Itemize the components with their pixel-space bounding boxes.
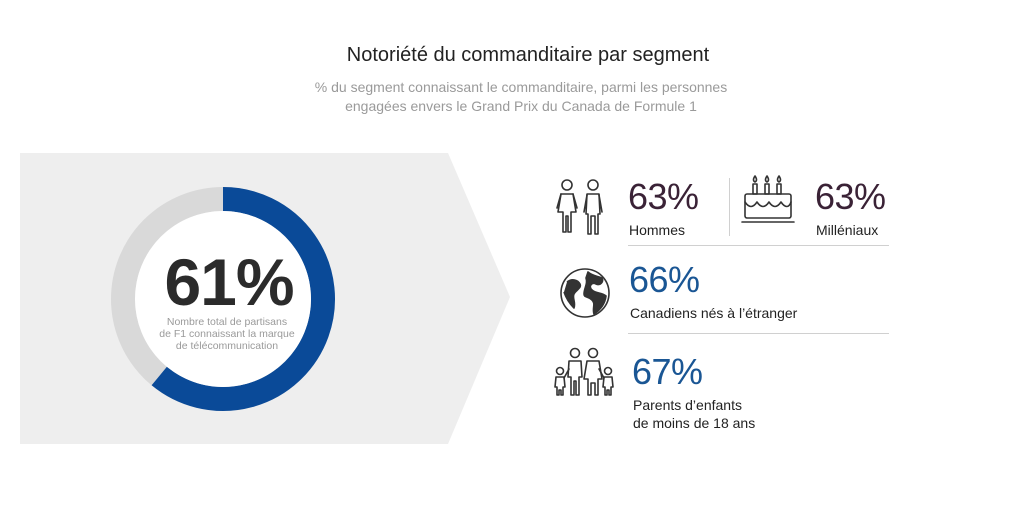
- stat-foreign-born-label: Canadiens nés à l’étranger: [630, 305, 798, 321]
- stat-parents-value: 67%: [632, 351, 703, 392]
- total-percentage: 61%: [164, 245, 294, 319]
- stat-parents-label-line-1: Parents d’enfants: [633, 397, 742, 413]
- stat-parents-label-line-2: de moins de 18 ans: [633, 415, 756, 431]
- total-caption-line-3: de télécommunication: [175, 340, 279, 352]
- birthday-cake-icon: [741, 175, 795, 223]
- total-caption-line-1: Nombre total de partisans: [166, 316, 288, 328]
- divider-horizontal-2: [628, 333, 889, 334]
- subtitle-line-2: engagées envers le Grand Prix du Canada …: [345, 98, 697, 114]
- stat-millennials-label: Milléniaux: [816, 222, 879, 238]
- divider-vertical: [729, 178, 730, 236]
- total-caption-line-2: de F1 connaissant la marque: [159, 328, 295, 340]
- chart-subtitle: % du segment connaissant le commanditair…: [0, 78, 1024, 116]
- donut-hole: [135, 211, 311, 387]
- stat-millennials-value: 63%: [815, 176, 886, 217]
- total-caption: Nombre total de partisans de F1 connaiss…: [148, 316, 306, 352]
- stat-parents-label: Parents d’enfants de moins de 18 ans: [633, 396, 755, 432]
- family-icon: [554, 347, 614, 396]
- man-woman-icon: [556, 179, 603, 235]
- chart-title: Notoriété du commanditaire par segment: [346, 44, 710, 66]
- stat-foreign-born-value: 66%: [629, 259, 700, 300]
- donut-value-arc: [151, 187, 335, 411]
- stat-men-value: 63%: [628, 176, 699, 217]
- subtitle-line-1: % du segment connaissant le commanditair…: [314, 79, 728, 95]
- globe-icon: [560, 268, 610, 318]
- divider-horizontal-1: [628, 245, 889, 246]
- stat-men-label: Hommes: [629, 222, 686, 238]
